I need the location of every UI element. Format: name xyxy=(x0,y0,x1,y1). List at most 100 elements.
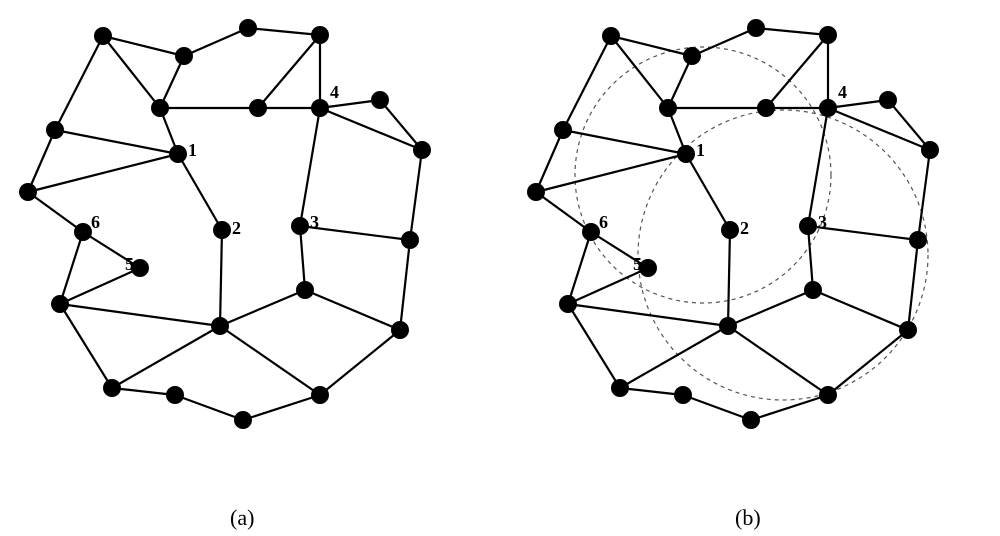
edge xyxy=(400,240,410,330)
node-label: 6 xyxy=(599,212,608,233)
node xyxy=(819,99,837,117)
node xyxy=(175,47,193,65)
edge xyxy=(300,226,305,290)
edge xyxy=(828,330,908,395)
edge xyxy=(683,395,751,420)
range-circle xyxy=(575,47,831,303)
node xyxy=(611,379,629,397)
edge xyxy=(620,326,728,388)
node xyxy=(371,91,389,109)
node xyxy=(677,145,695,163)
edge xyxy=(184,28,248,56)
edge xyxy=(728,326,828,395)
node-label: 2 xyxy=(740,218,749,239)
node xyxy=(559,295,577,313)
edge xyxy=(60,232,83,304)
node xyxy=(211,317,229,335)
node xyxy=(51,295,69,313)
edge xyxy=(55,130,178,154)
panel-caption: (a) xyxy=(230,505,254,531)
node-label: 5 xyxy=(125,254,134,275)
node xyxy=(151,99,169,117)
edge xyxy=(248,28,320,35)
node xyxy=(527,183,545,201)
edge xyxy=(410,150,422,240)
graph-svg xyxy=(0,0,1000,536)
edge xyxy=(112,326,220,388)
node xyxy=(166,386,184,404)
edge xyxy=(728,290,813,326)
node xyxy=(213,221,231,239)
edge xyxy=(908,240,918,330)
node-label: 1 xyxy=(188,140,197,161)
node xyxy=(391,321,409,339)
node xyxy=(674,386,692,404)
edge xyxy=(536,192,591,232)
node-label: 1 xyxy=(696,140,705,161)
node xyxy=(401,231,419,249)
edge xyxy=(220,230,222,326)
edge xyxy=(808,108,828,226)
node xyxy=(249,99,267,117)
edge xyxy=(686,154,730,230)
node xyxy=(169,145,187,163)
edge xyxy=(766,35,828,108)
node-label: 6 xyxy=(91,212,100,233)
edge xyxy=(563,36,611,130)
node-label: 2 xyxy=(232,218,241,239)
edge xyxy=(305,290,400,330)
edge xyxy=(620,388,683,395)
node xyxy=(799,217,817,235)
edge xyxy=(320,330,400,395)
node xyxy=(742,411,760,429)
node xyxy=(921,141,939,159)
edge xyxy=(178,154,222,230)
node xyxy=(819,386,837,404)
edge xyxy=(808,226,813,290)
edge xyxy=(258,35,320,108)
node-label: 4 xyxy=(330,82,339,103)
node xyxy=(74,223,92,241)
node xyxy=(721,221,739,239)
node xyxy=(879,91,897,109)
edge xyxy=(568,304,620,388)
node xyxy=(311,99,329,117)
node xyxy=(291,217,309,235)
edge xyxy=(728,230,730,326)
edge xyxy=(28,154,178,192)
edge xyxy=(828,100,888,108)
edge xyxy=(28,130,55,192)
edge xyxy=(220,326,320,395)
edge xyxy=(300,108,320,226)
edge xyxy=(243,395,320,420)
edge xyxy=(320,100,380,108)
figure-canvas: 416235(a)416235(b) xyxy=(0,0,1000,536)
edge xyxy=(568,232,591,304)
node xyxy=(413,141,431,159)
edge xyxy=(536,154,686,192)
node-label: 5 xyxy=(633,254,642,275)
edge xyxy=(103,36,160,108)
node xyxy=(234,411,252,429)
node xyxy=(582,223,600,241)
edge xyxy=(692,28,756,56)
edge xyxy=(60,304,112,388)
node xyxy=(757,99,775,117)
edge xyxy=(536,130,563,192)
node xyxy=(602,27,620,45)
node-label: 4 xyxy=(838,82,847,103)
node xyxy=(819,26,837,44)
edge xyxy=(55,36,103,130)
node xyxy=(554,121,572,139)
node xyxy=(659,99,677,117)
node xyxy=(899,321,917,339)
edge xyxy=(611,36,668,108)
node xyxy=(239,19,257,37)
node xyxy=(103,379,121,397)
edge xyxy=(813,290,908,330)
node xyxy=(747,19,765,37)
node xyxy=(683,47,701,65)
node xyxy=(804,281,822,299)
node xyxy=(94,27,112,45)
edge xyxy=(828,108,930,150)
